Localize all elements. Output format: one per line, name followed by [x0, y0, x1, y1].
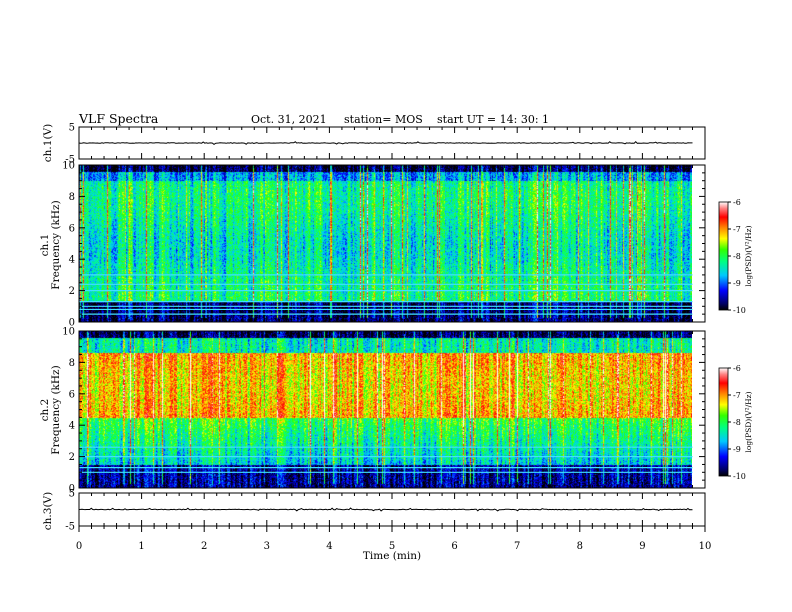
y-tick-label: 8: [69, 192, 75, 203]
y-tick-label: -5: [65, 522, 75, 533]
y-tick-label: 2: [69, 452, 75, 463]
colorbar-label: log(PSD)(V²/Hz): [744, 391, 753, 452]
x-tick-label: 10: [699, 541, 712, 552]
date-label: Oct. 31, 2021: [251, 113, 327, 126]
colorbar-tick-label: -9: [733, 279, 741, 288]
y-tick-label: 8: [69, 358, 75, 369]
colorbar-tick-label: -8: [733, 252, 741, 261]
ch1-spectrogram-panel: 0 2 4 6 8 10: [62, 161, 706, 329]
colorbar-gradient: [718, 367, 729, 477]
start-ut-label: start UT = 14: 30: 1: [437, 113, 549, 126]
x-tick-label: 6: [451, 541, 457, 552]
y-tick-label: 6: [69, 223, 75, 234]
y-tick-label: 4: [69, 255, 75, 266]
ch1-colorbar: -6 -7 -8 -9 -10 log(PSD)(V²/Hz): [718, 198, 753, 315]
y-tick-label: 5: [69, 489, 75, 500]
x-tick-label: 1: [138, 541, 144, 552]
waveform-trace: [78, 140, 693, 146]
x-tick-label: 4: [326, 541, 332, 552]
colorbar-tick-label: -10: [733, 306, 746, 315]
colorbar-tick-label: -6: [733, 198, 741, 207]
colorbar-label: log(PSD)(V²/Hz): [744, 225, 753, 286]
x-tick-label: 7: [514, 541, 520, 552]
ch2-spectrogram-ylabel-line1: ch.2: [39, 399, 51, 422]
colorbar-tick-label: -10: [733, 472, 746, 481]
ch1-waveform-ylabel: ch.1(V): [42, 124, 54, 162]
y-tick-label: 10: [62, 327, 75, 338]
colorbar-tick-label: -6: [733, 364, 741, 373]
colorbar-tick-label: -7: [733, 225, 741, 234]
ch2-spectrogram-panel: 0 2 4 6 8 10: [62, 327, 706, 495]
ch2-spectrogram-ylabel-line2: Frequency (kHz): [50, 365, 62, 454]
colorbar-tick-label: -8: [733, 418, 741, 427]
y-tick-label: 2: [69, 286, 75, 297]
ch1-spectrogram-ylabel-line2: Frequency (kHz): [50, 200, 62, 289]
x-tick-label: 2: [201, 541, 207, 552]
x-axis-label: Time (min): [363, 550, 421, 562]
x-tick-label: 0: [76, 541, 82, 552]
y-tick-label: 10: [62, 161, 75, 172]
colorbar-tick-label: -9: [733, 445, 741, 454]
ch1-spectrogram-ylabel-line1: ch.1: [39, 234, 51, 257]
spectrogram-image: [79, 331, 692, 488]
x-tick-label: 3: [264, 541, 270, 552]
y-tick-label: 5: [69, 123, 75, 134]
y-tick-label: 6: [69, 389, 75, 400]
time-axis: 0 1 2 3 4 5 6 7 8 9 10: [76, 525, 712, 552]
x-tick-label: 9: [639, 541, 645, 552]
station-label: station= MOS: [344, 113, 423, 126]
colorbar-gradient: [718, 201, 729, 311]
ch1-waveform-panel: 5 -5: [65, 123, 706, 166]
y-tick-label: -5: [65, 155, 75, 166]
x-tick-label: 8: [577, 541, 583, 552]
ch3-waveform-ylabel: ch.3(V): [42, 492, 54, 530]
x-tick-label: 5: [389, 541, 395, 552]
waveform-trace: [78, 507, 693, 512]
ch2-colorbar: -6 -7 -8 -9 -10 log(PSD)(V²/Hz): [718, 364, 753, 481]
ch3-waveform-panel: 5 -5: [65, 489, 706, 533]
figure-title: VLF Spectra: [78, 111, 159, 126]
spectrogram-image: [79, 165, 692, 322]
y-tick-label: 4: [69, 421, 75, 432]
colorbar-tick-label: -7: [733, 391, 741, 400]
y-tick-label: 0: [69, 484, 75, 495]
y-tick-label: 0: [69, 318, 75, 329]
